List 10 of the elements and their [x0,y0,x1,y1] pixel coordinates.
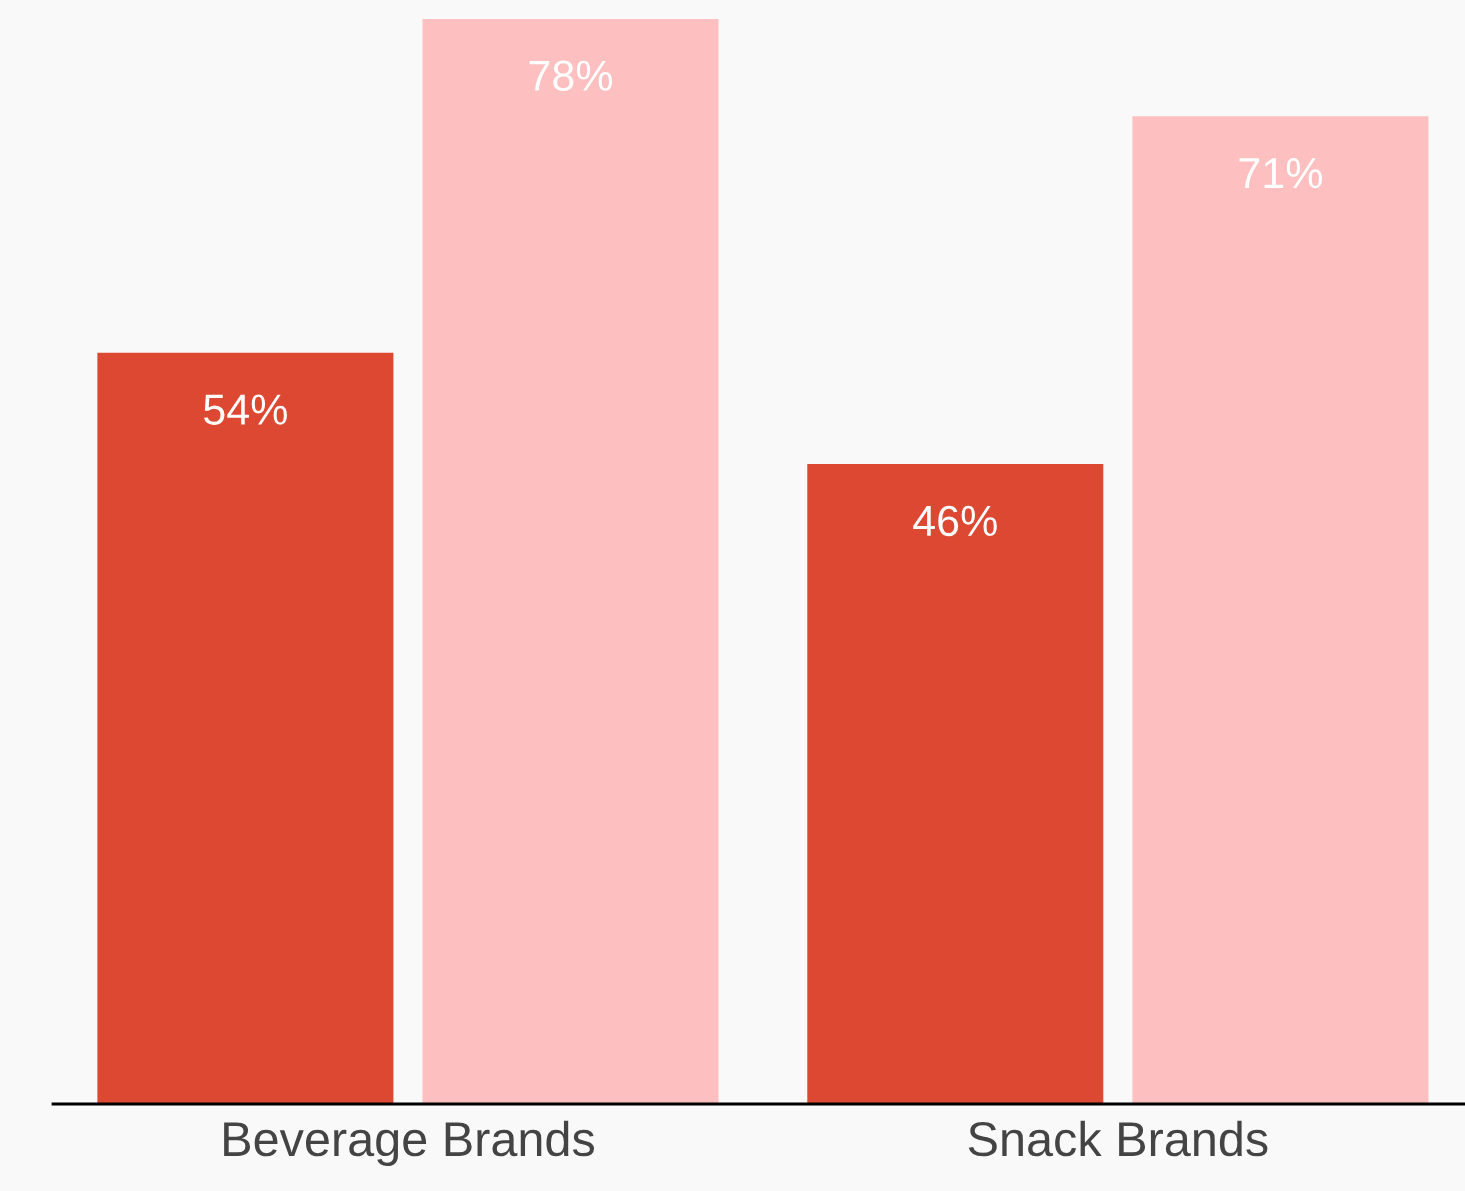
bar [422,18,719,1104]
x-tick-label: Snack Brands [968,1120,1268,1157]
data-label: 71% [1239,158,1322,189]
x-tick-label: Beverage Brands [224,1120,595,1166]
data-label: 78% [529,60,613,92]
bar [807,464,1104,1104]
data-label: 54% [204,394,287,425]
data-label: 46% [913,505,997,537]
bar [1132,116,1429,1104]
bar [97,352,394,1104]
